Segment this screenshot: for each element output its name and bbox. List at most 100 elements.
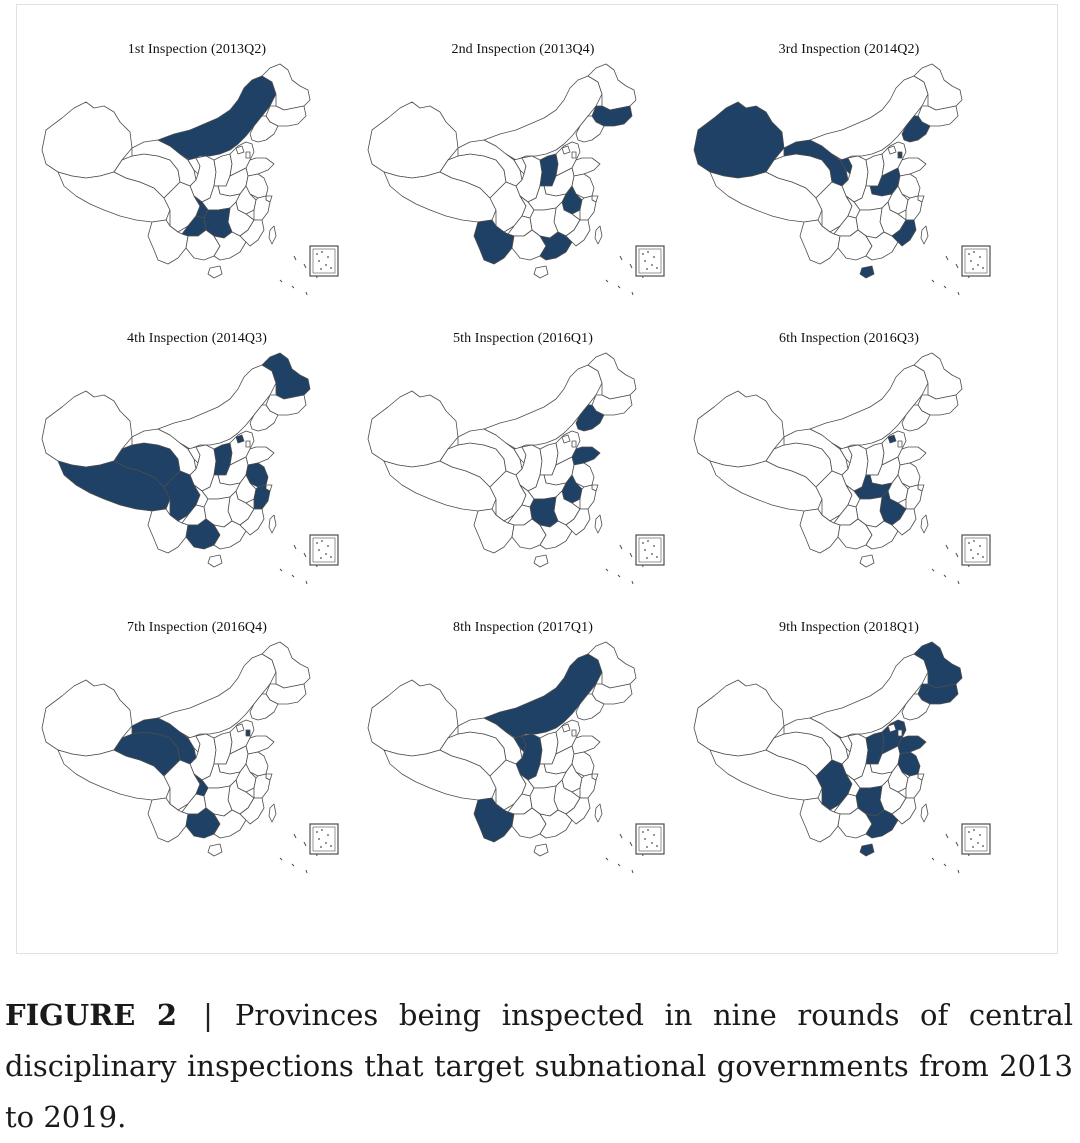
island-mark	[305, 580, 308, 585]
province-heilongjiang	[587, 63, 637, 111]
inspection-map-panel: 6th Inspection (2016Q3)	[686, 289, 1012, 585]
province-taiwan	[594, 225, 603, 245]
province-taiwan	[920, 514, 929, 534]
island-mark	[631, 580, 634, 585]
province-taiwan	[268, 803, 277, 823]
province-shandong	[571, 446, 601, 466]
province-fujian	[891, 219, 917, 247]
island-mark	[631, 869, 634, 874]
china-province-map	[367, 63, 665, 296]
province-fujian	[891, 797, 917, 825]
island-mark	[303, 841, 307, 847]
panel-title: 6th Inspection (2016Q3)	[779, 331, 919, 346]
province-tianjin	[897, 729, 903, 737]
panel-title: 9th Inspection (2018Q1)	[779, 620, 919, 635]
province-shandong	[897, 157, 927, 177]
province-gansu	[783, 428, 849, 476]
china-province-map	[693, 352, 991, 585]
south-china-sea-inset	[309, 245, 339, 277]
south-china-sea-inset	[961, 245, 991, 277]
province-heilongjiang	[913, 63, 963, 111]
island-mark	[279, 279, 283, 283]
island-mark	[619, 544, 623, 550]
province-inner-mongolia	[809, 75, 929, 161]
province-beijing	[561, 145, 571, 155]
province-inner-mongolia	[809, 364, 929, 450]
province-taiwan	[920, 225, 929, 245]
province-shandong	[571, 735, 601, 755]
island-mark	[957, 291, 960, 296]
province-gansu	[131, 428, 197, 476]
province-shandong	[897, 446, 927, 466]
figure-caption: FIGURE 2 | Provinces being inspected in ni…	[5, 990, 1073, 1143]
province-hainan	[533, 554, 549, 568]
panel-title: 2nd Inspection (2013Q4)	[451, 42, 595, 57]
province-inner-mongolia	[157, 75, 277, 161]
province-fujian	[565, 797, 591, 825]
province-taiwan	[268, 225, 277, 245]
province-hainan	[207, 843, 223, 857]
province-tianjin	[245, 151, 251, 159]
south-china-sea-inset	[961, 534, 991, 566]
province-inner-mongolia	[483, 75, 603, 161]
caption-separator: |	[203, 998, 213, 1032]
province-gansu	[131, 139, 197, 187]
island-mark	[629, 263, 633, 269]
province-gansu	[457, 428, 523, 476]
province-hainan	[207, 554, 223, 568]
province-gansu	[131, 717, 197, 765]
south-china-sea-inset	[961, 823, 991, 855]
island-mark	[957, 580, 960, 585]
province-taiwan	[920, 803, 929, 823]
island-mark	[291, 574, 295, 578]
province-hainan	[533, 843, 549, 857]
island-mark	[945, 833, 949, 839]
panel-title: 7th Inspection (2016Q4)	[127, 620, 267, 635]
china-province-map	[41, 63, 339, 296]
province-beijing	[235, 434, 245, 444]
province-hainan	[859, 843, 875, 857]
province-tianjin	[897, 440, 903, 448]
inspection-map-panel: 1st Inspection (2013Q2)	[34, 0, 360, 296]
province-beijing	[235, 723, 245, 733]
island-mark	[945, 544, 949, 550]
province-guangdong	[213, 231, 247, 261]
island-mark	[303, 263, 307, 269]
province-beijing	[887, 145, 897, 155]
inspection-map-panel: 2nd Inspection (2013Q4)	[360, 0, 686, 296]
inspection-map-panel: 5th Inspection (2016Q1)	[360, 289, 686, 585]
province-inner-mongolia	[483, 653, 603, 739]
province-liaoning	[901, 693, 931, 721]
island-mark	[617, 285, 621, 289]
province-liaoning	[575, 693, 605, 721]
panel-title: 3rd Inspection (2014Q2)	[778, 42, 920, 57]
island-mark	[605, 568, 609, 572]
caption-label: FIGURE 2	[5, 998, 178, 1032]
south-china-sea-inset	[309, 534, 339, 566]
island-mark	[931, 568, 935, 572]
province-fujian	[239, 219, 265, 247]
province-liaoning	[575, 115, 605, 143]
island-mark	[605, 857, 609, 861]
province-fujian	[239, 508, 265, 536]
island-mark	[291, 863, 295, 867]
china-province-map	[693, 641, 991, 874]
island-mark	[619, 255, 623, 261]
island-mark	[931, 279, 935, 283]
province-guangdong	[865, 520, 899, 550]
inspection-map-panel: 8th Inspection (2017Q1)	[360, 578, 686, 874]
island-mark	[291, 285, 295, 289]
province-hainan	[207, 265, 223, 279]
province-tianjin	[897, 151, 903, 159]
china-province-map	[693, 63, 991, 296]
island-mark	[305, 869, 308, 874]
province-hainan	[859, 265, 875, 279]
inspection-map-panel: 9th Inspection (2018Q1)	[686, 578, 1012, 874]
island-mark	[931, 857, 935, 861]
province-shandong	[245, 446, 275, 466]
south-china-sea-inset	[309, 823, 339, 855]
province-gansu	[457, 717, 523, 765]
province-tianjin	[571, 440, 577, 448]
province-liaoning	[249, 404, 279, 432]
province-heilongjiang	[587, 352, 637, 400]
